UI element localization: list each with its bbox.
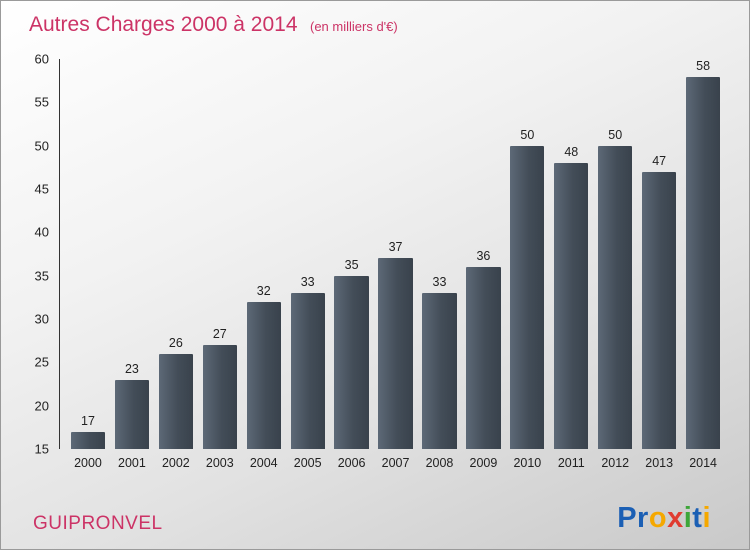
- y-tick-label: 25: [34, 354, 49, 370]
- bar: [158, 353, 193, 449]
- y-tick-label: 40: [34, 224, 49, 240]
- bar-slot: 17 2000: [66, 59, 110, 470]
- bar-value-label: 50: [520, 127, 535, 142]
- bar-slot: 47 2013: [637, 59, 681, 470]
- x-tick-label: 2013: [645, 456, 674, 470]
- y-tick-label: 45: [34, 181, 49, 197]
- logo-letter: t: [692, 502, 703, 534]
- bar-value-label: 33: [300, 275, 315, 289]
- x-tick-label: 2011: [557, 456, 585, 470]
- bar-chart: 60 55 50 45 40 35 30 25 20 15 17 2000 23 2001 26 2002 2…: [17, 52, 731, 470]
- y-tick-label: 15: [34, 441, 49, 457]
- logo-letter: x: [667, 502, 684, 534]
- logo-letter: i: [702, 502, 711, 534]
- bar: [685, 77, 721, 449]
- x-tick-label: 2003: [205, 456, 234, 470]
- bar-slot: 35 2006: [330, 59, 374, 470]
- bar-value-label: 47: [652, 153, 667, 168]
- logo-letter: r: [637, 502, 649, 534]
- y-axis-labels: 60 55 50 45 40 35 30 25 20 15: [17, 52, 55, 457]
- bar: [554, 163, 589, 449]
- x-tick-label: 2014: [689, 456, 717, 470]
- y-tick-label: 55: [34, 94, 49, 110]
- bar-slot: 58 2014: [681, 59, 725, 470]
- bars: 17 2000 23 2001 26 2002 27 2003 32 2004 33 2005 35 20…: [60, 59, 731, 470]
- y-tick-label: 30: [34, 311, 49, 327]
- y-tick-label: 20: [34, 398, 49, 414]
- bar-value-label: 17: [81, 413, 95, 428]
- x-tick-label: 2006: [337, 456, 366, 470]
- proxiti-logo[interactable]: Proxiti: [617, 502, 711, 535]
- x-tick-label: 2008: [425, 456, 454, 470]
- bar-slot: 37 2007: [374, 59, 418, 470]
- bar-slot: 48 2011: [549, 59, 593, 470]
- bar-slot: 33 2005: [286, 59, 330, 470]
- bar-slot: 50 2010: [505, 59, 549, 470]
- chart-title: Autres Charges 2000 à 2014: [29, 13, 298, 36]
- x-tick-label: 2007: [381, 456, 410, 470]
- bar-value-label: 33: [432, 275, 447, 289]
- bar: [510, 145, 545, 449]
- y-tick-label: 60: [34, 51, 49, 67]
- bar-value-label: 23: [124, 361, 139, 376]
- bar-value-label: 32: [256, 283, 271, 298]
- chart-header: Autres Charges 2000 à 2014 (en milliers …: [29, 13, 398, 37]
- x-tick-label: 2010: [513, 456, 542, 470]
- logo-letter: P: [617, 502, 638, 534]
- bar: [70, 431, 106, 449]
- bar-slot: 27 2003: [198, 59, 242, 470]
- x-tick-label: 2009: [469, 456, 498, 470]
- bar: [334, 275, 369, 449]
- bar-slot: 36 2009: [461, 59, 505, 470]
- bar-value-label: 27: [212, 327, 227, 341]
- bar: [246, 301, 281, 449]
- bar: [202, 345, 237, 449]
- x-tick-label: 2005: [293, 456, 322, 470]
- bar: [290, 293, 325, 449]
- logo-letter: i: [683, 502, 693, 534]
- chart-subtitle: (en milliers d'€): [309, 19, 398, 34]
- company-name: GUIPRONVEL: [33, 513, 163, 534]
- bar-value-label: 50: [608, 127, 623, 142]
- bar: [598, 145, 633, 449]
- bar-value-label: 35: [344, 257, 359, 272]
- bar-slot: 33 2008: [418, 59, 462, 470]
- x-tick-label: 2001: [118, 456, 146, 470]
- bar-slot: 26 2002: [154, 59, 198, 470]
- y-tick-label: 50: [34, 138, 49, 154]
- footer: GUIPRONVEL Proxiti: [1, 502, 749, 535]
- bar: [114, 379, 150, 449]
- x-tick-label: 2004: [249, 456, 278, 470]
- x-tick-label: 2000: [74, 456, 102, 470]
- x-tick-label: 2012: [601, 456, 630, 470]
- x-tick-label: 2002: [161, 456, 190, 470]
- bar-value-label: 58: [696, 59, 711, 73]
- bar-value-label: 48: [564, 145, 579, 159]
- y-tick-label: 35: [34, 268, 49, 284]
- bar-slot: 23 2001: [110, 59, 154, 470]
- bar: [422, 293, 457, 449]
- bar: [642, 171, 677, 449]
- plot-area: 17 2000 23 2001 26 2002 27 2003 32 2004 33 2005 35 20…: [59, 59, 731, 470]
- logo-letter: o: [648, 502, 668, 534]
- bar: [378, 258, 413, 449]
- bar-value-label: 26: [168, 335, 183, 350]
- bar-slot: 50 2012: [593, 59, 637, 470]
- bar: [466, 267, 501, 449]
- bar-value-label: 37: [388, 240, 403, 255]
- bar-value-label: 36: [476, 249, 491, 263]
- bar-slot: 32 2004: [242, 59, 286, 470]
